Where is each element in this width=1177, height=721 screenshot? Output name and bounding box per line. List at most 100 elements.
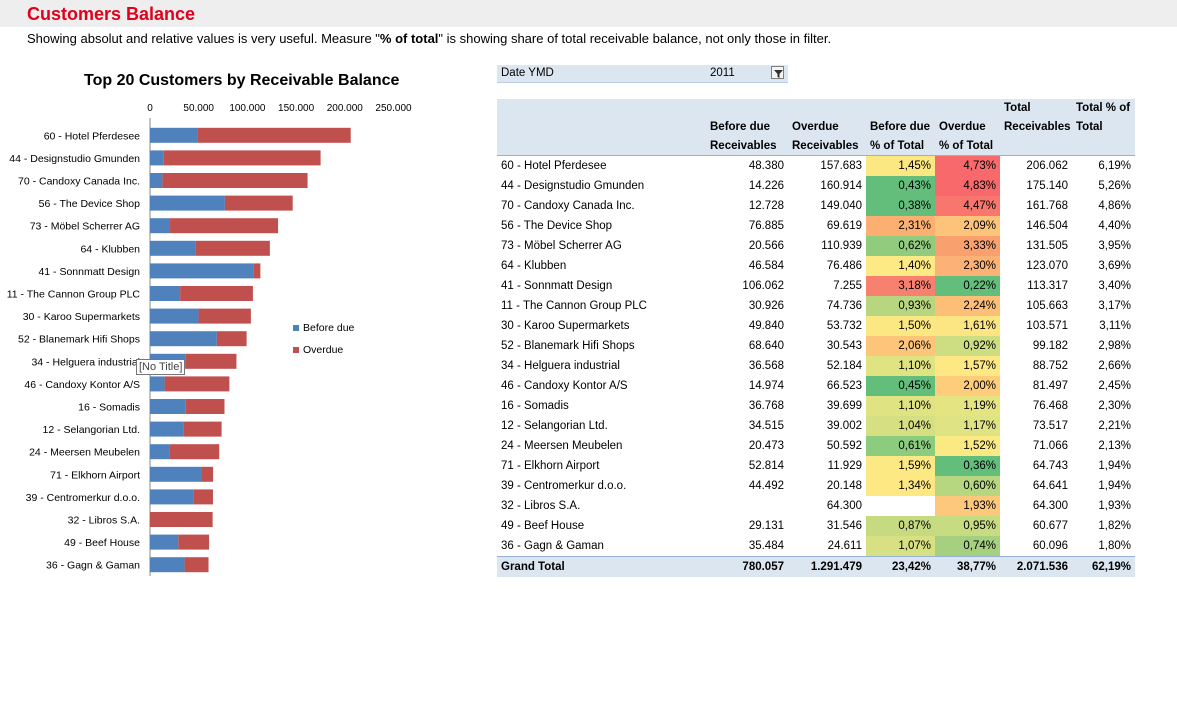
bar-before-due[interactable]	[150, 557, 185, 573]
bar-overdue[interactable]	[180, 286, 253, 301]
bar-before-due[interactable]	[150, 466, 202, 482]
bar-before-due[interactable]	[150, 286, 181, 301]
filter-dropdown-button[interactable]	[771, 66, 784, 79]
grand-total-cell: 23,42%	[866, 556, 935, 577]
row-label: 73 - Möbel Scherrer AG	[501, 240, 622, 252]
row-label: 12 - Selangorian Ltd.	[501, 420, 608, 432]
table-cell: 50.592	[826, 440, 862, 452]
table-cell: 11.929	[827, 460, 862, 472]
table-cell: 31.546	[826, 520, 862, 532]
chart-tooltip: [No Title]	[136, 359, 186, 375]
category-label: 60 - Hotel Pferdesee	[44, 130, 140, 142]
table-cell: 73.517	[1032, 420, 1068, 432]
bar-before-due[interactable]	[150, 331, 217, 347]
column-header	[706, 99, 788, 117]
table-cell: 0,45%	[866, 376, 935, 396]
bar-overdue[interactable]	[150, 512, 213, 527]
bar-before-due[interactable]	[150, 173, 163, 188]
bar-before-due[interactable]	[150, 489, 194, 505]
table-row: 73 - Möbel Scherrer AG 20.566 110.939 0,62%…	[497, 236, 1135, 256]
bar-overdue[interactable]	[164, 376, 230, 392]
category-label: 56 - The Device Shop	[39, 198, 141, 210]
table-cell: 76.468	[1032, 400, 1068, 412]
row-label: 16 - Somadis	[501, 400, 569, 412]
bar-before-due[interactable]	[150, 240, 196, 256]
table-cell: 34.515	[748, 420, 784, 432]
stacked-bar-chart[interactable]: 0 50.000 100.000 150.000 200.000 250.000 60 - …	[0, 96, 490, 581]
bar-overdue[interactable]	[170, 218, 279, 234]
bar-before-due[interactable]	[150, 263, 254, 279]
bar-overdue[interactable]	[163, 150, 321, 166]
table-cell: 14.226	[748, 180, 784, 192]
row-label: 44 - Designstudio Gmunden	[501, 180, 645, 192]
table-cell: 3,95%	[1098, 240, 1131, 252]
page-subtitle: Showing absolut and relative values is v…	[27, 31, 831, 46]
date-filter[interactable]: Date YMD 2011	[497, 65, 788, 83]
bar-overdue[interactable]	[224, 195, 293, 211]
bar-overdue[interactable]	[201, 466, 214, 482]
category-label: 16 - Somadis	[78, 402, 140, 414]
bar-before-due[interactable]	[150, 308, 199, 324]
bar-before-due[interactable]	[150, 195, 225, 211]
bar-before-due[interactable]	[150, 218, 171, 234]
table-cell: 103.571	[1026, 320, 1068, 332]
page-title: Customers Balance	[27, 4, 196, 24]
row-label: 70 - Candoxy Canada Inc.	[501, 200, 635, 212]
row-label: 39 - Centromerkur d.o.o.	[501, 480, 627, 492]
bar-before-due[interactable]	[150, 150, 164, 166]
bar-overdue[interactable]	[185, 353, 237, 369]
table-cell: 1,61%	[935, 316, 1000, 336]
table-cell: 7.255	[833, 280, 862, 292]
table-cell: 0,95%	[935, 516, 1000, 536]
bar-before-due[interactable]	[150, 534, 179, 550]
bar-overdue[interactable]	[195, 240, 270, 256]
table-row: 49 - Beef House 29.131 31.546 0,87% 0,95% 60.…	[497, 516, 1135, 536]
table-cell: 1,80%	[1098, 540, 1131, 552]
bar-before-due[interactable]	[150, 127, 198, 143]
bar-before-due[interactable]	[150, 421, 184, 437]
bar-overdue[interactable]	[178, 534, 210, 550]
table-cell: 69.619	[826, 220, 862, 232]
bar-overdue[interactable]	[197, 127, 351, 143]
bar-overdue[interactable]	[162, 173, 308, 188]
table-cell: 3,11%	[1099, 320, 1131, 332]
table-cell: 20.566	[748, 240, 784, 252]
table-cell: 1,93%	[1098, 500, 1131, 512]
bar-overdue[interactable]	[185, 399, 225, 414]
column-header: Overdue	[935, 117, 1000, 137]
header-row: Before due Overdue Before due Overdue Receiv…	[497, 117, 1135, 137]
table-cell: 1,93%	[935, 496, 1000, 516]
table-cell: 1,34%	[866, 476, 935, 496]
column-header: Total % of	[1072, 99, 1135, 117]
category-label: 11 - The Cannon Group PLC	[7, 289, 141, 301]
grand-total-label: Grand Total	[497, 556, 706, 577]
bar-overdue[interactable]	[198, 308, 251, 324]
bar-overdue[interactable]	[193, 489, 213, 505]
bar-before-due[interactable]	[150, 376, 165, 392]
table-cell: 1,59%	[866, 456, 935, 476]
bar-overdue[interactable]	[169, 444, 220, 460]
filter-label: Date YMD	[501, 67, 554, 79]
bar-overdue[interactable]	[184, 557, 209, 573]
table-cell: 76.885	[748, 220, 784, 232]
bar-overdue[interactable]	[253, 263, 261, 279]
table-cell: 0,22%	[935, 276, 1000, 296]
row-label: 24 - Meersen Meubelen	[501, 440, 623, 452]
bar-before-due[interactable]	[150, 444, 170, 460]
table-row: 41 - Sonnmatt Design 106.062 7.255 3,18% 0,2…	[497, 276, 1135, 296]
table-cell: 146.504	[1026, 220, 1068, 232]
category-label: 36 - Gagn & Gaman	[46, 560, 140, 572]
table-cell: 60.096	[1032, 540, 1068, 552]
table-cell: 12.728	[748, 200, 784, 212]
bar-before-due[interactable]	[150, 399, 186, 414]
bar-overdue[interactable]	[183, 421, 222, 437]
subtitle-text-post: " is showing share of total receivable b…	[438, 31, 832, 46]
table-cell: 66.523	[826, 380, 862, 392]
table-cell: 20.473	[748, 440, 784, 452]
table-cell: 64.300	[826, 500, 862, 512]
column-header: % of Total	[866, 137, 935, 156]
category-label: 39 - Centromerkur d.o.o.	[26, 492, 140, 504]
pivot-table: Total Total % of Before due Overdue Before d…	[497, 99, 1135, 577]
bar-overdue[interactable]	[216, 331, 247, 347]
category-label: 46 - Candoxy Kontor A/S	[24, 379, 140, 391]
